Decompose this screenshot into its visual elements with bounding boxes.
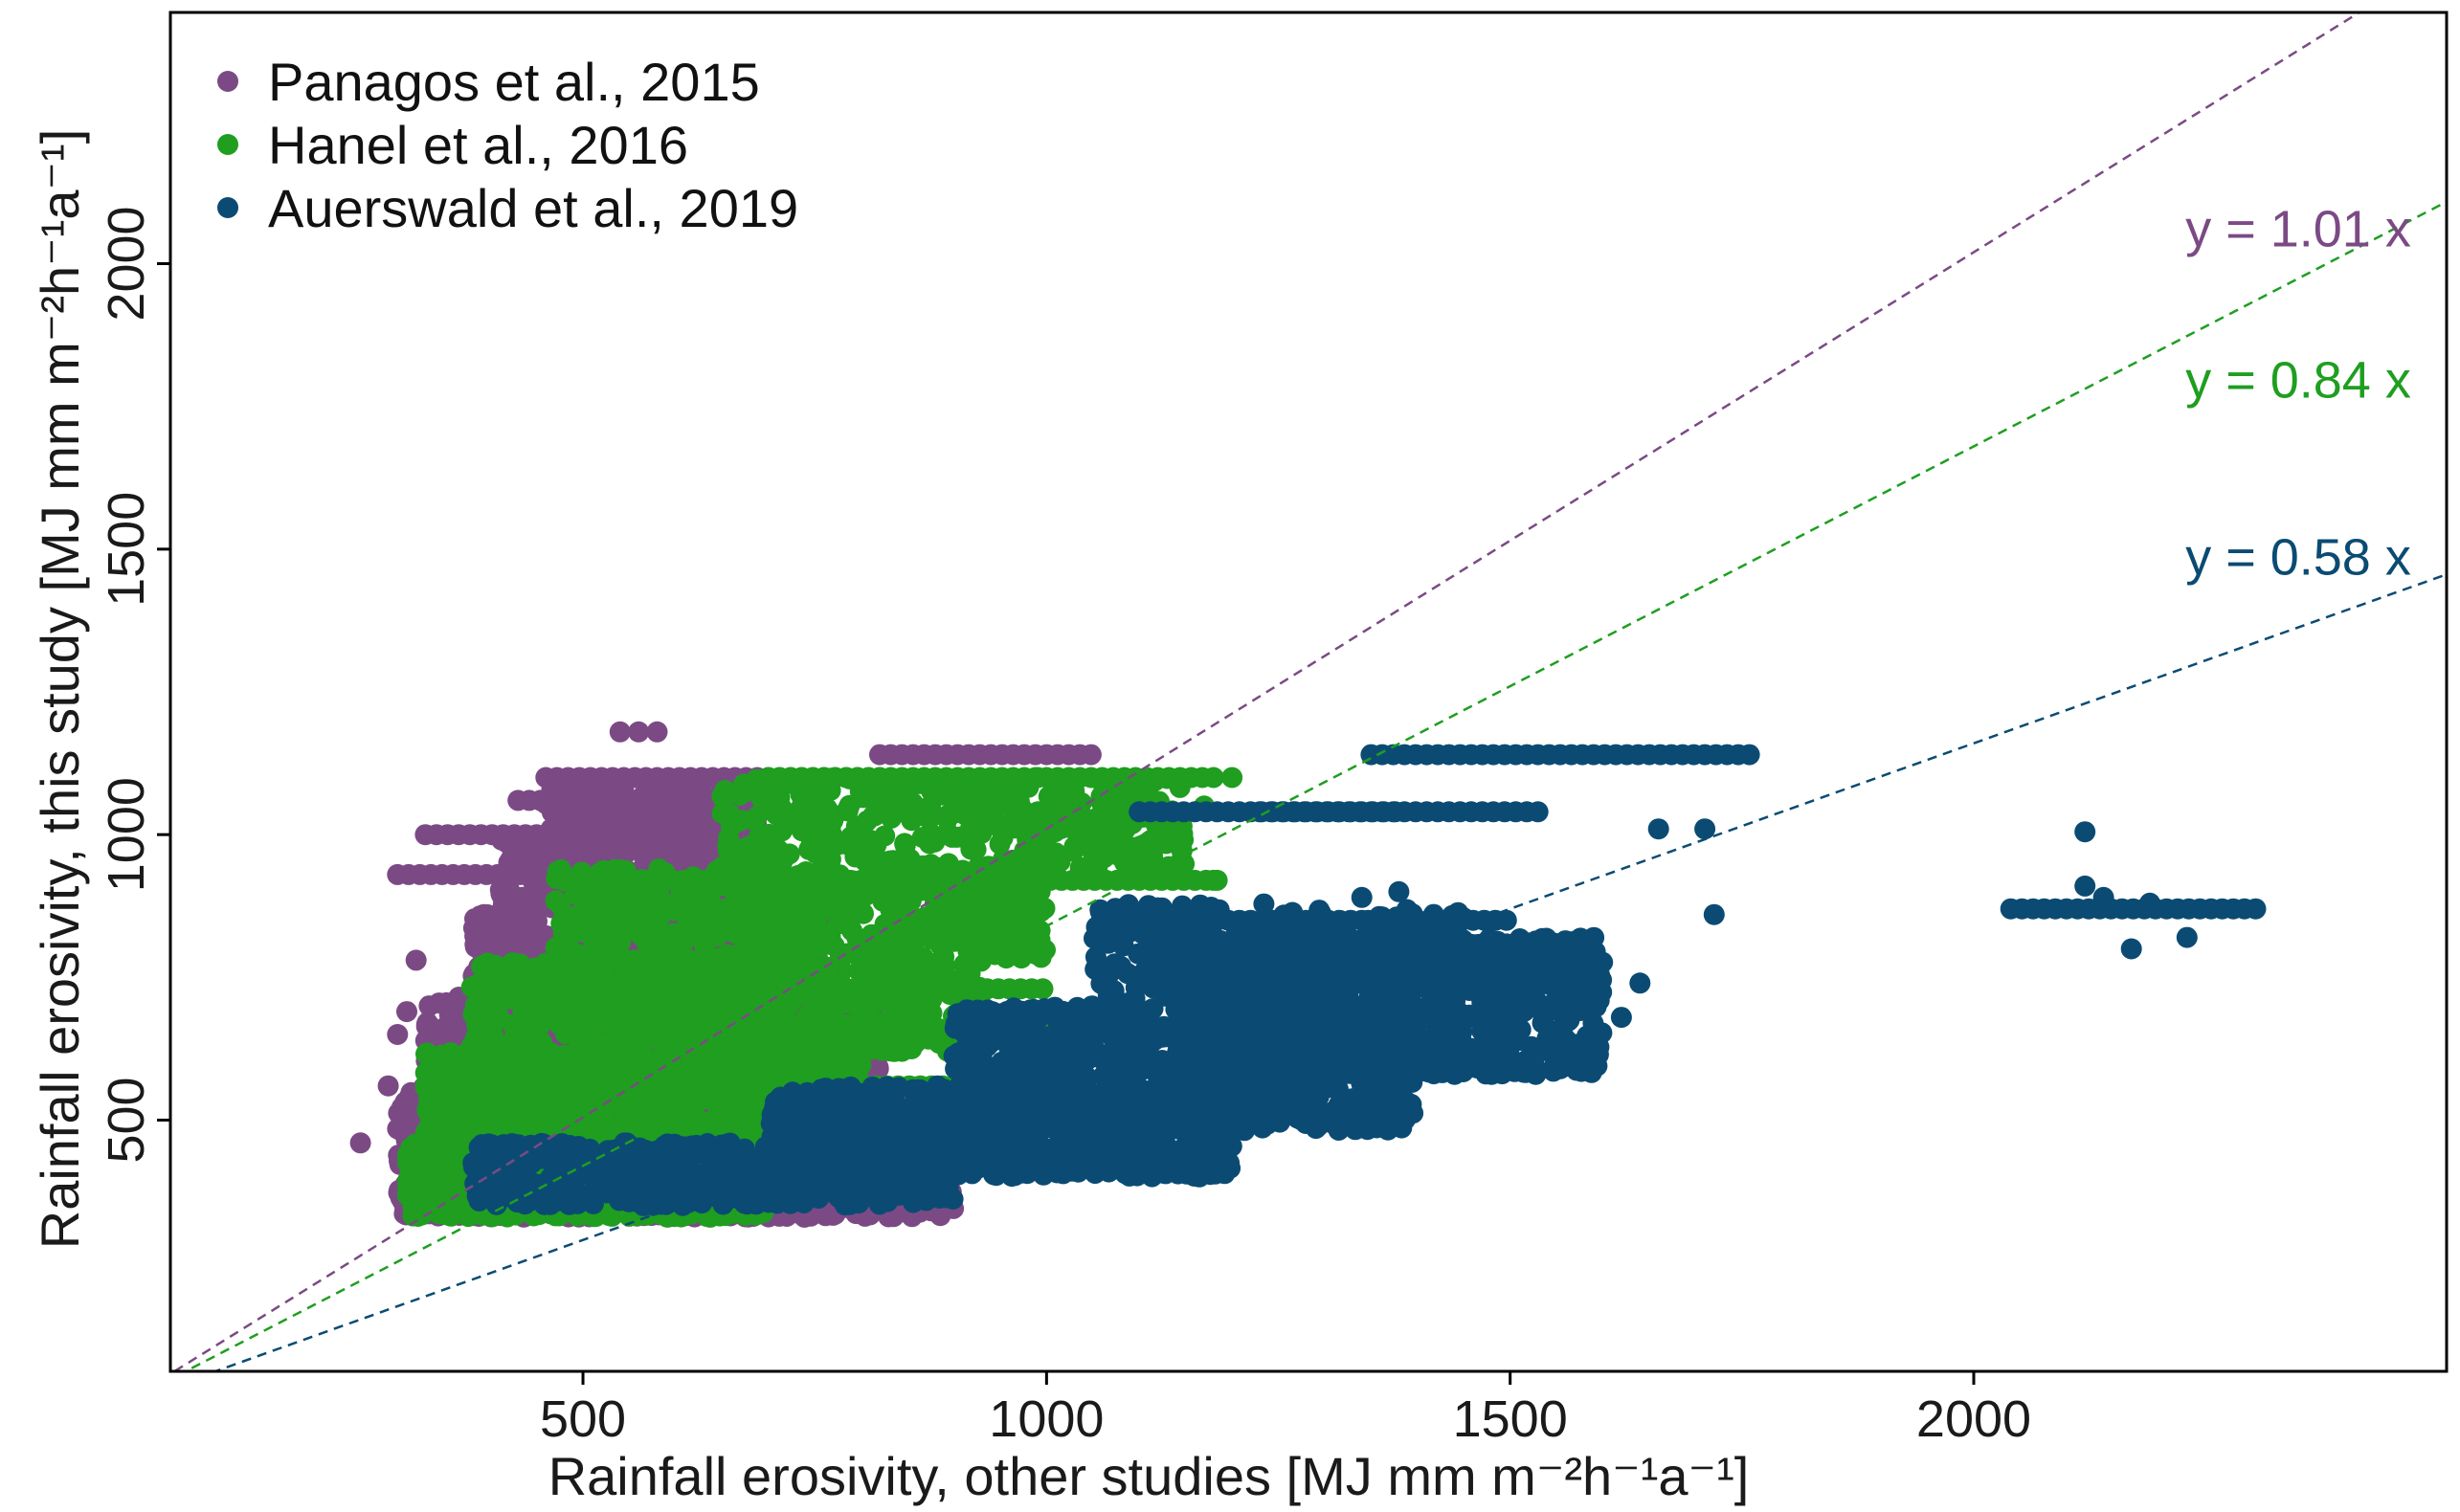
data-point [388,1102,410,1124]
data-point [1080,744,1102,766]
data-point [399,1185,421,1207]
data-point [441,1178,463,1200]
data-point [396,1001,417,1023]
data-point [609,721,631,743]
data-point [646,721,668,743]
data-point [492,894,514,916]
data-point [428,992,450,1014]
data-point [628,721,650,743]
data-point [349,1132,371,1154]
data-point [387,1024,409,1045]
data-point [650,808,672,830]
data-point [665,823,687,845]
data-point [626,824,648,846]
data-point [377,1075,399,1097]
data-points [349,721,2267,1228]
data-point [526,899,548,920]
data-point [405,949,427,971]
